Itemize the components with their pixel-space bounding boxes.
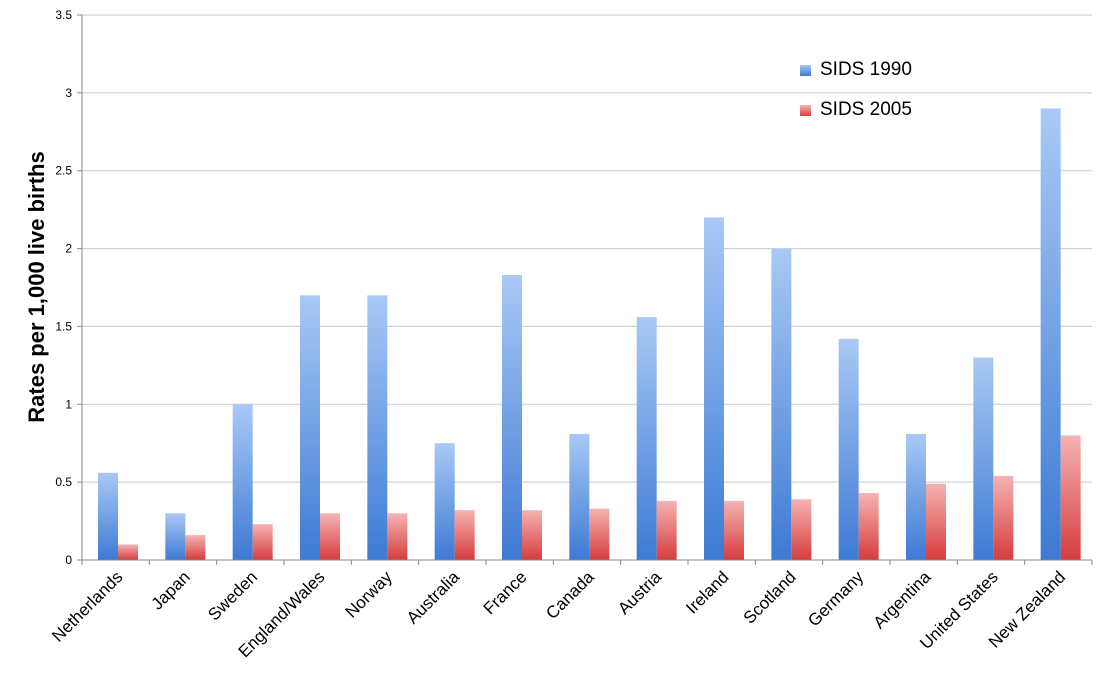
bar-sids-1990: [906, 433, 926, 560]
category-label: Canada: [542, 567, 598, 623]
bar-sids-2005: [185, 535, 206, 560]
category-label: Germany: [804, 567, 867, 630]
bar-sids-1990: [367, 295, 388, 560]
bar-sids-1990: [1040, 108, 1061, 560]
bar-sids-1990: [569, 433, 590, 560]
category-label: Ireland: [682, 567, 732, 617]
bar-sids-1990: [502, 275, 522, 560]
category-label: Japan: [148, 567, 194, 613]
category-label: Austria: [614, 567, 665, 618]
bar-sids-2005: [993, 475, 1014, 560]
legend-swatch-sids-1990: [800, 65, 811, 76]
y-axis-title: Rates per 1,000 live births: [24, 151, 49, 422]
bar-sids-2005: [656, 500, 677, 560]
bar-sids-2005: [858, 493, 879, 560]
bar-sids-1990: [973, 357, 994, 560]
axes: [77, 14, 1093, 565]
legend-swatch-sids-2005: [800, 105, 811, 116]
bar-sids-1990: [232, 404, 253, 560]
bar-sids-2005: [320, 513, 340, 560]
bar-sids-2005: [791, 499, 812, 560]
y-tick-label: 0.5: [55, 475, 72, 489]
y-tick-label: 2.5: [55, 164, 72, 178]
y-tick-label: 0: [65, 553, 72, 567]
legend-label-sids-1990: SIDS 1990: [820, 59, 912, 80]
category-label: Norway: [342, 567, 397, 622]
bar-sids-2005: [589, 508, 610, 560]
bar-sids-1990: [300, 295, 320, 560]
y-tick-label: 3: [65, 86, 72, 100]
legend-label-sids-2005: SIDS 2005: [820, 99, 912, 120]
category-label: Sweden: [204, 567, 261, 624]
y-tick-label: 1.5: [55, 319, 72, 333]
bar-sids-1990: [838, 338, 859, 560]
bar-sids-1990: [98, 472, 118, 560]
legend: SIDS 1990 SIDS 2005: [800, 59, 912, 120]
bars: [98, 108, 1081, 561]
bar-sids-2005: [118, 544, 138, 560]
y-tick-label: 1: [65, 397, 72, 411]
category-label: Argentina: [870, 567, 935, 632]
bar-sids-1990: [636, 317, 657, 560]
bar-sids-1990: [704, 217, 724, 560]
bar-sids-2005: [454, 510, 475, 560]
bar-sids-1990: [165, 513, 186, 560]
bar-sids-2005: [522, 510, 542, 560]
category-label: Netherlands: [48, 567, 126, 645]
bar-sids-2005: [387, 513, 408, 560]
category-label: Scotland: [740, 567, 800, 627]
bar-sids-2005: [1060, 435, 1081, 560]
y-tick-label: 3.5: [55, 8, 72, 22]
category-label: France: [480, 567, 531, 618]
category-label: Australia: [403, 567, 464, 628]
bar-sids-1990: [434, 443, 455, 560]
y-tick-label: 2: [65, 242, 72, 256]
bar-sids-2005: [926, 483, 946, 560]
bar-sids-1990: [771, 248, 792, 561]
bar-sids-2005: [252, 524, 273, 560]
bar-sids-2005: [724, 500, 744, 560]
